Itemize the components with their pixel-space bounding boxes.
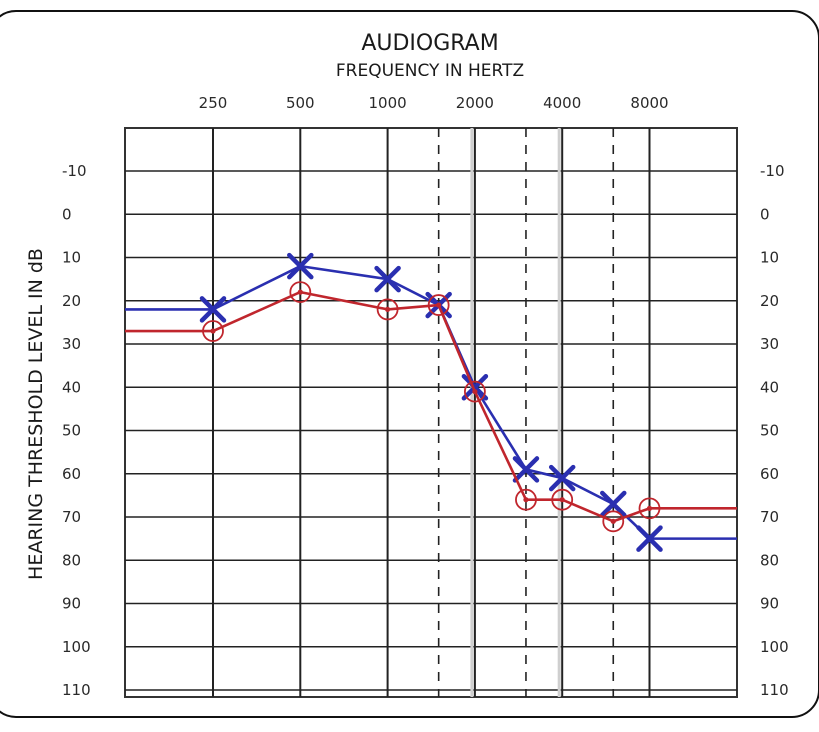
x-tick-label: 250 (199, 94, 228, 112)
data-point-circle (376, 298, 399, 321)
series-line (125, 290, 737, 523)
data-point-dot (472, 388, 478, 395)
data-point-circle (638, 497, 661, 520)
data-point-circle (427, 294, 450, 316)
y-tick-label-left: 80 (62, 551, 81, 569)
data-point-dot (610, 518, 616, 524)
y-tick-label-left: 0 (62, 205, 72, 223)
data-point-x (600, 490, 627, 518)
y-tick-label-left: 110 (62, 681, 91, 699)
y-tick-label-right: -10 (760, 162, 785, 180)
x-tick-label: 4000 (543, 94, 581, 112)
data-point-circle (289, 281, 312, 304)
data-point-x (374, 265, 401, 293)
y-tick-label-right: 70 (760, 508, 779, 526)
chart-title: AUDIOGRAM (361, 31, 498, 56)
data-point-dot (559, 497, 565, 503)
x-tick-label: 500 (286, 94, 315, 112)
data-point-dot (210, 328, 216, 334)
data-point-dot (523, 497, 529, 503)
data-point-circle (515, 488, 537, 511)
y-tick-label-left: 30 (62, 335, 81, 353)
y-tick-label-left: 70 (62, 508, 81, 526)
y-tick-label-left: 40 (62, 378, 81, 396)
y-tick-label-right: 0 (760, 205, 770, 223)
data-point-x (636, 525, 663, 552)
data-point-x (512, 456, 540, 483)
y-axis-label: HEARING THRESHOLD LEVEL IN dB (25, 248, 47, 580)
x-tick-label: 2000 (456, 94, 494, 112)
data-point-circle (551, 488, 574, 511)
data-point-circle (202, 320, 224, 342)
x-tick-label: 1000 (369, 94, 407, 112)
data-point-dot (646, 505, 653, 511)
series-layer (125, 252, 737, 552)
data-point-circle (602, 510, 625, 533)
y-tick-label-left: 10 (62, 249, 81, 267)
y-tick-label-left: 90 (62, 595, 81, 613)
chart-subtitle: FREQUENCY IN HERTZ (336, 61, 524, 81)
y-tick-label-right: 110 (760, 681, 789, 699)
y-tick-label-right: 80 (760, 551, 779, 569)
grid (124, 127, 738, 698)
y-tick-label-left: 20 (62, 292, 81, 310)
y-tick-label-right: 90 (760, 595, 779, 613)
y-tick-label-left: 50 (62, 422, 81, 440)
series-circle-markers (125, 281, 737, 533)
data-point-x (461, 374, 489, 401)
y-tick-label-right: 60 (760, 465, 779, 483)
y-tick-label-right: 30 (760, 335, 779, 353)
data-point-dot (385, 306, 391, 312)
axis-labels: 250 500 1000 2000 4000 8000 -10 -10 0 0 10 10 20 20 30… (62, 94, 789, 699)
data-point-dot (436, 302, 442, 308)
y-tick-label-right: 50 (760, 422, 779, 440)
plot-border (124, 127, 738, 698)
y-tick-label-right: 20 (760, 292, 779, 310)
data-point-dot (297, 289, 303, 295)
y-tick-label-right: 40 (760, 378, 779, 396)
y-tick-label-right: 10 (760, 249, 779, 267)
data-point-x (199, 296, 227, 323)
y-tick-label-right: 100 (760, 638, 789, 656)
x-tick-label: 8000 (630, 94, 668, 112)
y-tick-label-left: -10 (62, 162, 87, 180)
data-point-x (287, 252, 314, 280)
y-tick-label-left: 100 (62, 638, 91, 656)
data-point-x (548, 464, 576, 492)
data-point-circle (463, 380, 486, 403)
y-tick-label-left: 60 (62, 465, 81, 483)
